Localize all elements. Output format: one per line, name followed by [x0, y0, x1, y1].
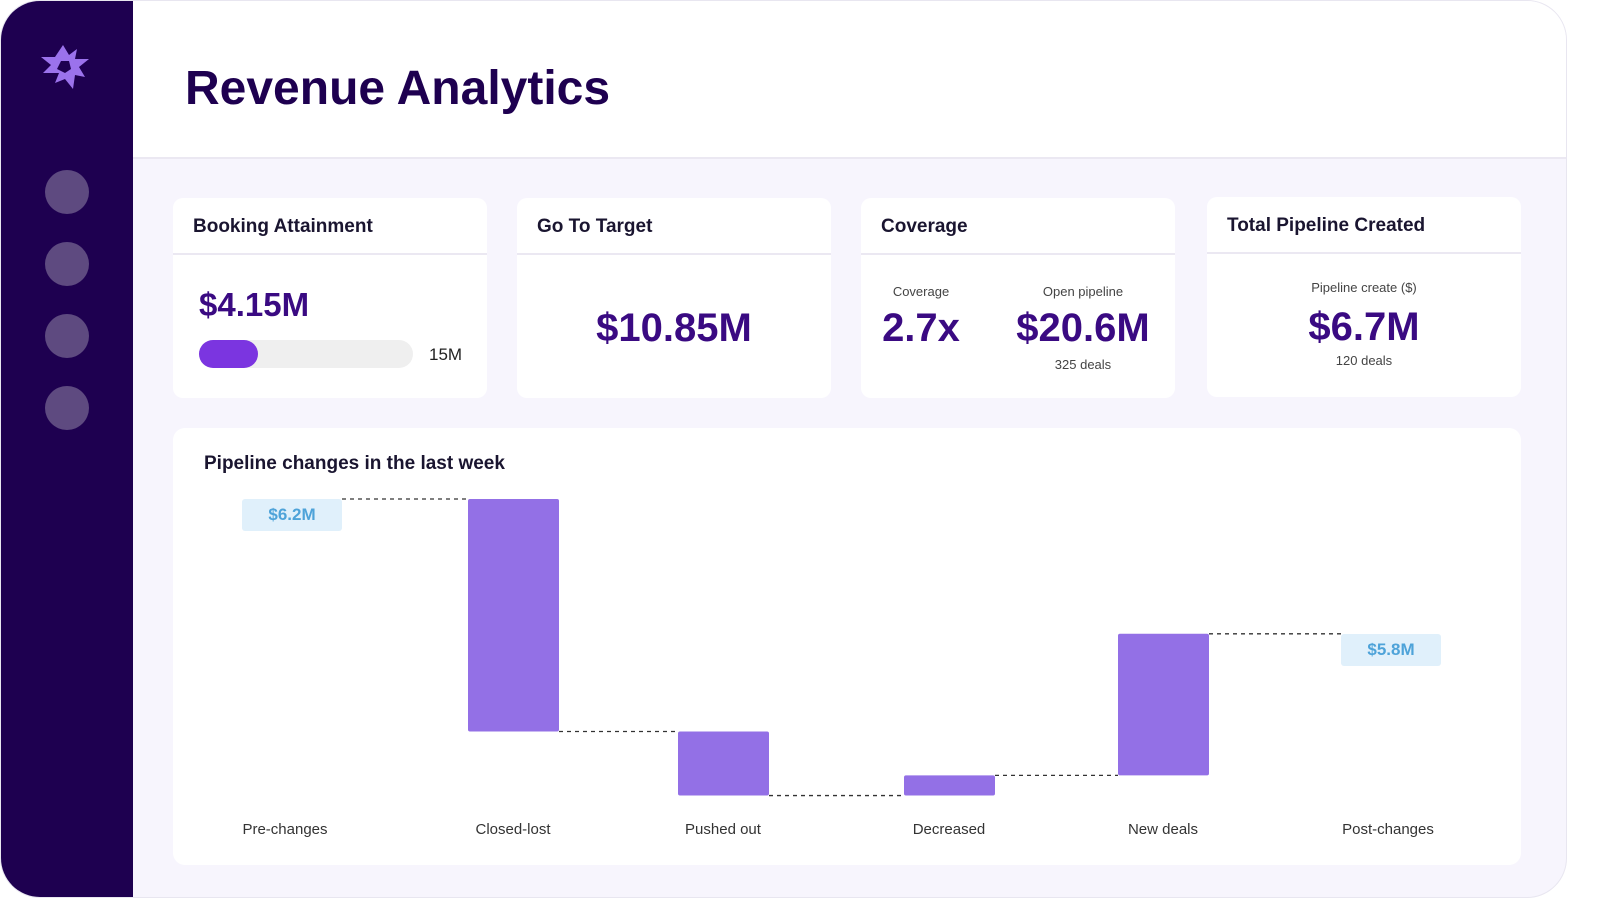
- coverage-label: Coverage: [892, 284, 950, 299]
- pipeline-create-label: Pipeline create ($): [1311, 280, 1417, 295]
- starburst-logo-icon[interactable]: [37, 43, 97, 103]
- booking-progress-bar: [199, 340, 413, 368]
- sidebar: [1, 1, 133, 897]
- x-axis-label: Pre-changes: [242, 821, 328, 838]
- end-value-label: $5.8M: [1341, 633, 1441, 666]
- page-title: Revenue Analytics: [185, 62, 611, 115]
- x-axis-label: Post-changes: [1342, 821, 1434, 838]
- total-pipeline-card: Total Pipeline Created Pipeline create (…: [1207, 197, 1521, 397]
- booking-attainment-card: Booking Attainment $4.15M 15M: [173, 198, 487, 398]
- chart-title: Pipeline changes in the last week: [204, 453, 505, 474]
- x-axis-label: Decreased: [912, 821, 986, 838]
- go-to-target-value: $10.85M: [596, 306, 752, 350]
- sidebar-item-1[interactable]: [45, 170, 89, 214]
- open-pipeline-label: Open pipeline: [1042, 284, 1124, 299]
- open-pipeline-value: $20.6M: [1016, 306, 1150, 350]
- pipeline-changes-chart: Pipeline changes in the last week $6.2M …: [173, 428, 1521, 865]
- sidebar-item-3[interactable]: [45, 314, 89, 358]
- card-title: Go To Target: [517, 198, 831, 255]
- coverage-card: Coverage Coverage 2.7x Open pipeline $20…: [861, 198, 1175, 398]
- waterfall-bar-new-deals: [1118, 633, 1209, 776]
- go-to-target-card: Go To Target $10.85M: [517, 198, 831, 398]
- waterfall-svg: [342, 498, 1341, 797]
- waterfall-bar-decreased: [904, 775, 995, 796]
- pipeline-create-deals: 120 deals: [1335, 353, 1393, 368]
- coverage-value: 2.7x: [882, 306, 960, 350]
- booking-value: $4.15M: [199, 286, 310, 323]
- pipeline-create-value: $6.7M: [1308, 305, 1420, 349]
- x-axis-label: Pushed out: [685, 821, 761, 838]
- sidebar-item-4[interactable]: [45, 386, 89, 430]
- app-window: Revenue Analytics Booking Attainment $4.…: [0, 0, 1567, 898]
- open-pipeline-deals: 325 deals: [1054, 357, 1112, 372]
- progress-fill: [199, 340, 259, 368]
- waterfall-bar-pushed-out: [678, 731, 769, 796]
- header: Revenue Analytics: [133, 1, 1566, 159]
- card-title: Booking Attainment: [173, 198, 487, 255]
- x-axis-label: Closed-lost: [475, 821, 551, 838]
- card-title: Coverage: [861, 198, 1175, 255]
- booking-target: 15M: [429, 345, 463, 364]
- sidebar-item-2[interactable]: [45, 242, 89, 286]
- waterfall-bar-closed-lost: [468, 499, 559, 732]
- start-value-label: $6.2M: [242, 499, 342, 531]
- card-title: Total Pipeline Created: [1207, 197, 1521, 254]
- x-axis-label: New deals: [1127, 821, 1199, 838]
